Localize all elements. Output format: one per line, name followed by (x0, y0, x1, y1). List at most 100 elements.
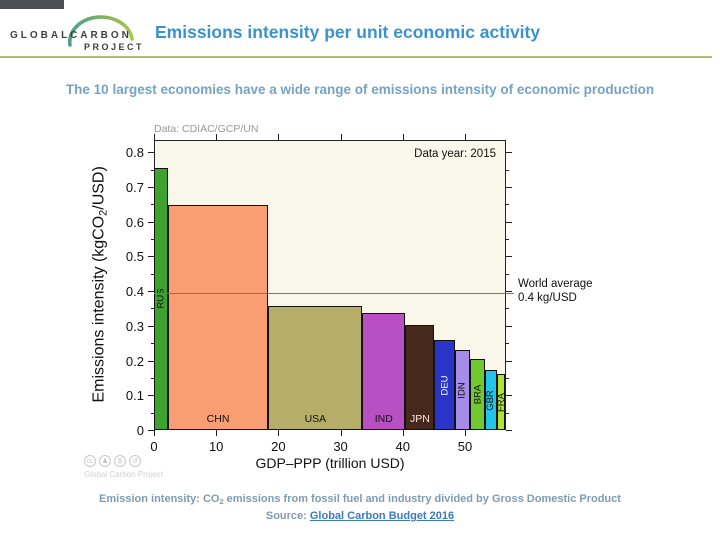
page-title: Emissions intensity per unit economic ac… (155, 22, 541, 42)
bar-JPN: JPN (405, 325, 435, 430)
x-axis-title: GDP–PPP (trillion USD) (255, 455, 405, 471)
data-source-note: Data: CDIAC/GCP/UN (154, 123, 259, 135)
x-tick (402, 430, 404, 436)
x-tick-label: 10 (208, 439, 224, 454)
y-minor-tick (151, 343, 154, 345)
x-tick-top (464, 134, 466, 140)
y-tick (148, 291, 154, 293)
y-tick-right (506, 430, 512, 431)
y-minor-tick-right (506, 377, 509, 379)
bar-RUS: RUS (154, 167, 168, 430)
x-tick-top (216, 134, 218, 140)
y-tick-right (506, 186, 512, 188)
source-label: Source: (265, 510, 310, 522)
y-tick (148, 325, 154, 327)
y-tick-label: 0.7 (125, 179, 144, 195)
x-tick-top (278, 134, 280, 140)
y-tick-right (506, 221, 512, 223)
y-tick-label: 0.2 (125, 353, 144, 369)
cc-icon-0: cc (84, 455, 96, 467)
bar-label-DEU: DEU (439, 374, 451, 396)
y-minor-tick (151, 169, 154, 171)
source-line: Source: Global Carbon Budget 2016 (0, 510, 720, 522)
bar-label-BRA: BRA (471, 384, 483, 405)
y-tick (148, 395, 154, 397)
bar-GBR: GBR (484, 370, 497, 430)
y-tick (148, 360, 154, 362)
y-tick (148, 186, 154, 188)
y-axis-title: Emissions intensity (kgCO2/USD) (91, 139, 110, 429)
world-average-line (154, 292, 514, 294)
x-tick-top (154, 134, 155, 140)
x-tick-label: 50 (457, 439, 473, 454)
caption-text-cont: emissions from fossil fuel and industry … (223, 493, 621, 505)
gcp-logo: GLOBAL CARBON PROJECT (8, 5, 148, 55)
y-tick (148, 221, 154, 223)
logo-text-carbon: CARBON (70, 30, 132, 41)
y-minor-tick (151, 273, 154, 275)
y-minor-tick (151, 412, 154, 414)
y-minor-tick (151, 308, 154, 310)
cc-icon-2: $ (114, 455, 126, 467)
y-minor-tick-right (506, 412, 509, 414)
y-minor-tick-right (506, 308, 509, 310)
chart-caption: Emission intensity: CO2 emissions from f… (0, 493, 720, 506)
bar-DEU: DEU (434, 340, 455, 430)
y-minor-tick (151, 204, 154, 206)
cc-icon-3: ↺ (129, 455, 141, 467)
screen-edge-artifact-bar (0, 0, 64, 9)
y-minor-tick-right (506, 169, 509, 171)
x-tick (278, 430, 280, 436)
y-minor-tick-right (506, 238, 509, 240)
x-tick (340, 430, 342, 436)
bar-USA: USA (268, 306, 363, 430)
y-minor-tick (151, 238, 154, 240)
x-tick-label: 30 (333, 439, 348, 454)
world-average-line1: World average (518, 277, 593, 290)
bar-FRA: FRA (495, 374, 507, 430)
bar-label-CHN: CHN (206, 412, 230, 425)
y-minor-tick-right (506, 273, 509, 275)
y-tick-right (506, 256, 512, 258)
x-tick-top (340, 134, 342, 140)
y-tick-label: 0.8 (125, 145, 144, 161)
world-average-label: World average 0.4 kg/USD (518, 277, 593, 305)
slide-subtitle: The 10 largest economies have a wide ran… (65, 82, 655, 97)
x-tick-label: 40 (395, 439, 410, 454)
bar-label-JPN: JPN (409, 412, 430, 425)
y-minor-tick-right (506, 343, 509, 345)
logo-swoosh-icon (67, 15, 134, 47)
caption-subscript: 2 (219, 496, 224, 506)
bar-IDN: IDN (455, 350, 470, 430)
cc-attribution-text: Global Carbon Project (84, 470, 163, 479)
y-tick-label: 0.1 (125, 388, 144, 404)
y-minor-tick (151, 377, 154, 379)
bar-CHN: CHN (167, 204, 269, 430)
bar-label-FRA: FRA (495, 392, 507, 412)
x-tick (216, 430, 218, 436)
world-average-line2: 0.4 kg/USD (518, 291, 577, 304)
y-tick (148, 430, 154, 431)
x-tick (464, 430, 466, 436)
y-tick (148, 152, 154, 154)
y-tick-label: 0.4 (125, 284, 144, 300)
y-tick-label: 0.3 (125, 318, 144, 334)
caption-text: Emission intensity: CO (99, 493, 220, 505)
bar-BRA: BRA (469, 359, 485, 430)
x-tick-label: 0 (150, 439, 158, 454)
y-axis-title-part: /USD) (90, 166, 108, 210)
y-tick-label: 0.5 (125, 249, 144, 265)
y-axis-title-part: 2 (97, 209, 110, 216)
data-year-note: Data year: 2015 (414, 148, 496, 160)
bar-label-GBR: GBR (485, 389, 497, 411)
source-link[interactable]: Global Carbon Budget 2016 (309, 510, 455, 522)
y-tick-label: 0 (136, 423, 144, 438)
y-tick-right (506, 291, 512, 293)
logo-text-global: GLOBAL (10, 30, 71, 41)
y-tick-label: 0.6 (125, 214, 144, 230)
bar-label-IND: IND (374, 412, 393, 425)
y-minor-tick-right (506, 204, 509, 206)
x-tick (154, 430, 155, 436)
y-axis-title-part: Emissions intensity (kgCO (90, 215, 108, 403)
